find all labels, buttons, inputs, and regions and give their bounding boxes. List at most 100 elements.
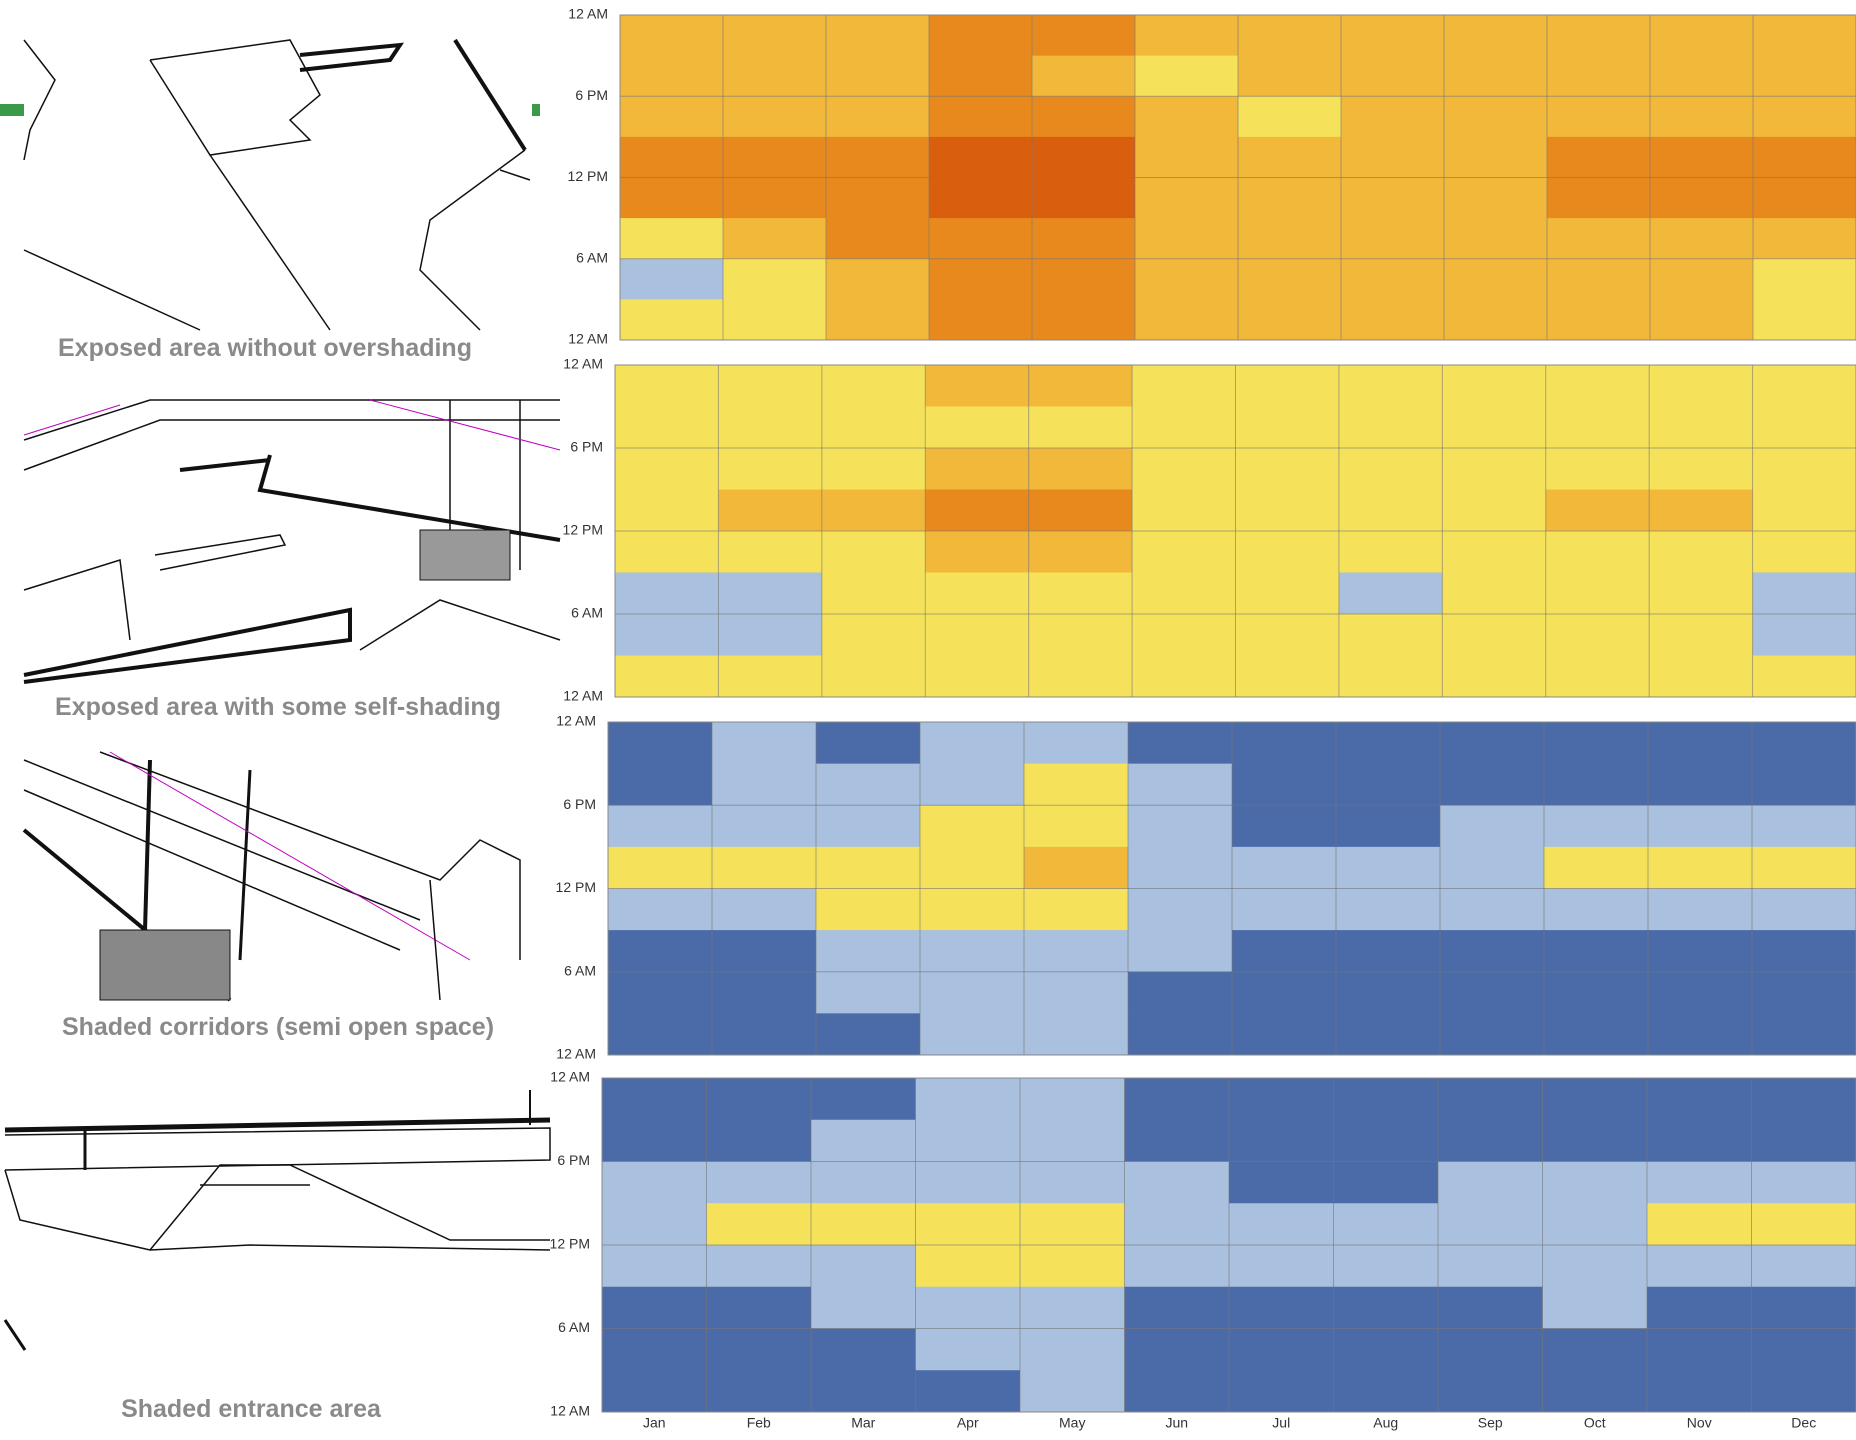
heatmap-cell [1440, 971, 1545, 1014]
heatmap-cell [723, 96, 827, 138]
heatmap-cell [821, 572, 926, 615]
y-tick-label: 6 AM [571, 605, 603, 621]
heatmap-cell [1229, 1245, 1334, 1288]
heatmap-cell [608, 805, 713, 848]
heatmap-cell [1124, 1328, 1230, 1371]
heatmap-cell [1753, 177, 1856, 219]
heatmap-cell [1753, 136, 1856, 178]
heatmap-cell [602, 1161, 707, 1204]
heatmap-cell [1438, 1328, 1543, 1371]
heatmap-cell [620, 96, 724, 138]
heatmap-cell [1444, 136, 1548, 178]
heatmap-cell [1547, 299, 1651, 341]
heatmap-cell [816, 1013, 921, 1056]
heatmap-cell [1135, 96, 1239, 138]
heatmap-cell [1338, 365, 1443, 407]
heatmap-cell [816, 971, 921, 1014]
heatmap-cell [1128, 930, 1233, 973]
heatmap-cell [1235, 614, 1340, 656]
heatmap-cell [615, 531, 719, 573]
heatmap-cell [816, 722, 921, 765]
heatmap-cell [915, 1328, 1021, 1371]
heatmap-cell [1229, 1328, 1334, 1371]
heatmap-cell [929, 15, 1033, 57]
heatmap-cell [1238, 136, 1342, 178]
x-tick-label: Jan [643, 1415, 666, 1431]
heatmap-cell [1235, 531, 1340, 573]
caption: Shaded entrance area [121, 1395, 382, 1423]
heatmap-cell [1238, 15, 1342, 57]
heatmap-cell [1336, 888, 1441, 931]
heatmap-cell [1649, 614, 1754, 656]
heatmap-cell [821, 655, 926, 698]
heatmap-cell [620, 218, 724, 260]
heatmap-cell [1020, 1119, 1125, 1162]
heatmap-cell [925, 448, 1030, 490]
heatmap-cell [1232, 930, 1337, 973]
heatmap-cell [1124, 1078, 1230, 1121]
heatmap-cell [1444, 55, 1548, 97]
heatmap-cell [925, 614, 1030, 656]
heatmap-cell [1547, 15, 1651, 57]
heatmap-cell [1024, 722, 1129, 765]
heatmap-cell [1341, 258, 1445, 300]
heatmap-cell [602, 1370, 707, 1413]
drawing-entrance [3, 1090, 551, 1351]
heatmap-cell [1438, 1245, 1543, 1288]
heatmap-cell [602, 1119, 707, 1162]
heatmap-cell [1336, 846, 1441, 889]
heatmap-cell [1028, 448, 1133, 490]
heatmap-cell [1647, 1286, 1752, 1329]
heatmap-cell [826, 96, 930, 138]
drawing-corridors [22, 751, 521, 1002]
heatmap-cell [1229, 1161, 1334, 1204]
heatmap-cell [608, 888, 713, 931]
y-tick-label: 6 PM [557, 1152, 590, 1168]
heatmap-cell [811, 1203, 916, 1246]
heatmap-cell [826, 55, 930, 97]
heatmap-cell [1647, 1119, 1752, 1162]
heatmap-cell [1028, 406, 1133, 449]
heatmap-cell [1132, 614, 1236, 656]
heatmap-cell [1132, 572, 1236, 615]
heatmap-cell [915, 1286, 1021, 1329]
y-tick-label: 12 AM [550, 1069, 590, 1085]
heatmap-cell [602, 1078, 707, 1121]
heatmap-cell [1751, 1119, 1856, 1162]
heatmap-cell [602, 1328, 707, 1371]
heatmap-cell [1438, 1119, 1543, 1162]
heatmap-cell [1333, 1245, 1439, 1288]
heatmap-cell [620, 177, 724, 219]
x-tick-label: Feb [747, 1415, 771, 1431]
heatmap-cell [1238, 55, 1342, 97]
heatmap-cell [1547, 136, 1651, 178]
heatmap-cell [925, 655, 1030, 698]
heatmap-cell [1544, 763, 1649, 806]
heatmap-cell [1647, 1078, 1752, 1121]
caption: Exposed area with some self-shading [55, 693, 501, 721]
heatmap-cell [706, 1245, 812, 1288]
heatmap-cell [1135, 15, 1239, 57]
heatmap-cell [1752, 1013, 1856, 1056]
heatmap-cell [1032, 299, 1136, 341]
heatmap-cell [712, 846, 817, 889]
heatmap-cell [1438, 1286, 1543, 1329]
heatmap-cell [1542, 1286, 1648, 1329]
heatmap-cell [1544, 930, 1649, 973]
heatmap-cell [1032, 55, 1136, 97]
heatmap-cell [1024, 805, 1129, 848]
heatmap-cell [1442, 406, 1547, 449]
heatmap-cell [718, 365, 823, 407]
y-tick-label: 12 AM [563, 688, 603, 704]
heatmap-cell [1648, 971, 1753, 1014]
heatmap-cell [1752, 406, 1856, 449]
heatmap-cell [1752, 971, 1856, 1014]
heatmap-cell [1438, 1203, 1543, 1246]
caption: Exposed area without overshading [58, 334, 472, 362]
heatmap-cell [712, 971, 817, 1014]
x-tick-label: Sep [1478, 1415, 1503, 1431]
heatmap-cell [915, 1119, 1021, 1162]
heatmap-cell [1751, 1286, 1856, 1329]
heatmap-cell [1229, 1370, 1334, 1413]
heatmap-cell [620, 258, 724, 300]
